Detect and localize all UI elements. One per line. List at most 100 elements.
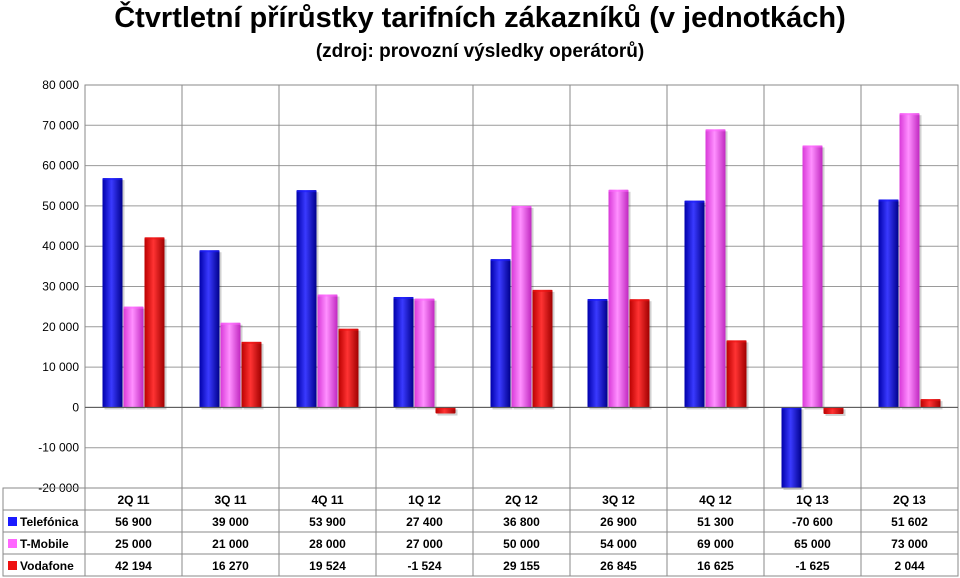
category-label: 1Q 13 — [796, 493, 829, 507]
bar-cap — [220, 322, 241, 325]
bar-cap — [414, 298, 435, 301]
bar-telef-nica — [684, 200, 705, 408]
category-label: 4Q 12 — [699, 493, 732, 507]
bar-cap — [823, 407, 844, 410]
bar-cap — [241, 341, 262, 344]
data-table-cell: 27 400 — [406, 515, 443, 529]
data-table-cell: 21 000 — [212, 537, 249, 551]
y-tick-label: 70 000 — [42, 118, 79, 132]
bar-cap — [490, 259, 511, 262]
y-tick-label: 0 — [72, 400, 79, 414]
data-table-cell: 28 000 — [309, 537, 346, 551]
data-table-cell: 69 000 — [697, 537, 734, 551]
bar-cap — [608, 189, 629, 192]
bar-cap — [532, 289, 553, 292]
bar-cap — [705, 129, 726, 132]
bar-telef-nica — [393, 296, 414, 408]
bar-vodafone — [338, 328, 359, 408]
y-tick-label: 10 000 — [42, 360, 79, 374]
bar-t-mobile — [220, 322, 241, 408]
legend-label: Vodafone — [20, 559, 74, 573]
category-label: 3Q 12 — [602, 493, 635, 507]
bar-cap — [199, 250, 220, 253]
data-table-cell: 65 000 — [794, 537, 831, 551]
y-tick-label: -10 000 — [38, 441, 79, 455]
bar-t-mobile — [705, 129, 726, 408]
bar-cap — [781, 407, 802, 410]
y-tick-label: 20 000 — [42, 320, 79, 334]
data-table-cell: 16 270 — [212, 559, 249, 573]
data-table-cell: 51 602 — [891, 515, 928, 529]
category-label: 2Q 13 — [893, 493, 926, 507]
bar-t-mobile — [608, 189, 629, 408]
bar-cap — [296, 190, 317, 193]
legend-label: Telefónica — [20, 515, 79, 529]
bar-telef-nica — [878, 199, 899, 408]
bar-telef-nica — [296, 190, 317, 408]
bar-t-mobile — [802, 145, 823, 408]
bar-vodafone — [144, 237, 165, 408]
bar-cap — [123, 306, 144, 309]
category-label: 2Q 12 — [505, 493, 538, 507]
bar-cap — [144, 237, 165, 240]
data-table-cell: 42 194 — [115, 559, 152, 573]
data-table-cell: 25 000 — [115, 537, 152, 551]
bar-telef-nica — [490, 259, 511, 408]
data-table-cell: 36 800 — [503, 515, 540, 529]
data-table-cell: 56 900 — [115, 515, 152, 529]
bar-vodafone — [629, 299, 650, 408]
bar-vodafone — [920, 399, 941, 408]
data-table-cell: 29 155 — [503, 559, 540, 573]
legend-label: T-Mobile — [20, 537, 69, 551]
bar-telef-nica — [199, 250, 220, 408]
y-tick-label: 30 000 — [42, 280, 79, 294]
bar-cap — [102, 178, 123, 181]
bar-cap — [338, 328, 359, 331]
bar-cap — [726, 340, 747, 343]
category-label: 1Q 12 — [408, 493, 441, 507]
category-label: 2Q 11 — [117, 493, 149, 507]
bar-vodafone — [726, 340, 747, 408]
legend-key-telef-nica — [8, 517, 17, 526]
bar-cap — [899, 113, 920, 116]
bar-telef-nica — [587, 298, 608, 408]
bar-t-mobile — [317, 294, 338, 408]
data-table-cell: -70 600 — [792, 515, 833, 529]
bar-t-mobile — [414, 298, 435, 408]
data-table-cell: 50 000 — [503, 537, 540, 551]
data-table-cell: 26 900 — [600, 515, 637, 529]
data-table-cell: 19 524 — [309, 559, 346, 573]
bar-telef-nica — [781, 407, 802, 488]
bar-cap — [920, 399, 941, 402]
data-table-cell: 53 900 — [309, 515, 346, 529]
bar-cap — [317, 294, 338, 297]
bar-cap — [878, 199, 899, 202]
bar-t-mobile — [511, 205, 532, 408]
bar-cap — [684, 200, 705, 203]
chart-title: Čtvrtletní přírůstky tarifních zákazníků… — [114, 2, 846, 34]
bar-cap — [629, 299, 650, 302]
bar-vodafone — [241, 341, 262, 408]
category-label: 4Q 11 — [311, 493, 343, 507]
bar-t-mobile — [899, 113, 920, 408]
bar-cap — [587, 298, 608, 301]
legend-key-t-mobile — [8, 539, 17, 548]
y-tick-label: 60 000 — [42, 159, 79, 173]
data-table-cell: 16 625 — [697, 559, 734, 573]
bar-vodafone — [532, 289, 553, 408]
data-table-cell: -1 524 — [407, 559, 441, 573]
data-table-cell: 2 044 — [894, 559, 924, 573]
bar-cap — [511, 205, 532, 208]
y-tick-label: 50 000 — [42, 199, 79, 213]
chart-subtitle: (zdroj: provozní výsledky operátorů) — [315, 41, 645, 62]
bar-cap — [435, 407, 456, 410]
data-table-cell: 73 000 — [891, 537, 928, 551]
data-table-cell: 26 845 — [600, 559, 637, 573]
bar-cap — [802, 145, 823, 148]
data-table-cell: 39 000 — [212, 515, 249, 529]
y-tick-label: 40 000 — [42, 239, 79, 253]
bar-cap — [393, 296, 414, 299]
data-table-cell: 27 000 — [406, 537, 443, 551]
y-tick-label: 80 000 — [42, 78, 79, 92]
